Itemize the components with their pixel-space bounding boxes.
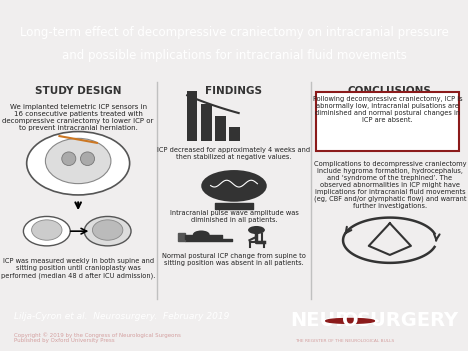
Ellipse shape — [32, 220, 62, 240]
Ellipse shape — [45, 138, 111, 184]
Ellipse shape — [80, 152, 95, 166]
Text: We implanted telemetric ICP sensors in
16 consecutive patients treated with
deco: We implanted telemetric ICP sensors in 1… — [2, 104, 154, 131]
Text: Complications to decompressive craniectomy
include hygroma formation, hydrocepha: Complications to decompressive craniecto… — [314, 161, 466, 210]
Text: Lilja-Cyron et al.  Neurosurgery.  February 2019: Lilja-Cyron et al. Neurosurgery. Februar… — [14, 312, 229, 322]
Text: ICP decreased for approximately 4 weeks and
then stabilized at negative values.: ICP decreased for approximately 4 weeks … — [157, 147, 311, 160]
Text: SURGERY: SURGERY — [357, 311, 459, 330]
Text: CONCLUSIONS: CONCLUSIONS — [348, 86, 432, 96]
Circle shape — [193, 231, 210, 239]
Ellipse shape — [62, 152, 76, 166]
Text: and possible implications for intracranial fluid movements: and possible implications for intracrani… — [62, 49, 406, 62]
Ellipse shape — [93, 220, 123, 240]
Text: Intracranial pulse wave amplitude was
diminished in all patients.: Intracranial pulse wave amplitude was di… — [169, 210, 299, 223]
Ellipse shape — [84, 217, 131, 246]
Circle shape — [248, 226, 265, 234]
FancyBboxPatch shape — [316, 92, 459, 151]
Text: Long-term effect of decompressive craniectomy on intracranial pressure: Long-term effect of decompressive cranie… — [20, 26, 448, 39]
Text: Following decompressive craniectomy, ICP is
abnormally low, intracranial pulsati: Following decompressive craniectomy, ICP… — [313, 97, 462, 124]
Text: THE REGISTER OF THE NEUROLOGICAL BULLS: THE REGISTER OF THE NEUROLOGICAL BULLS — [295, 339, 394, 343]
Text: FINDINGS: FINDINGS — [205, 86, 263, 96]
Circle shape — [201, 170, 267, 202]
Bar — [229, 127, 240, 141]
Bar — [187, 91, 197, 141]
Ellipse shape — [23, 217, 70, 246]
Circle shape — [322, 318, 378, 324]
Bar — [201, 104, 212, 141]
Ellipse shape — [27, 132, 130, 195]
Text: ICP was measured weekly in both supine and
sitting position until cranioplasty w: ICP was measured weekly in both supine a… — [1, 258, 155, 279]
Text: O: O — [342, 311, 358, 330]
Circle shape — [326, 318, 374, 323]
Bar — [215, 116, 226, 141]
Text: STUDY DESIGN: STUDY DESIGN — [35, 86, 121, 96]
Text: Copyright © 2019 by the Congress of Neurological Surgeons
Published by Oxford Un: Copyright © 2019 by the Congress of Neur… — [14, 332, 181, 343]
Polygon shape — [178, 233, 185, 241]
Text: NEUR: NEUR — [290, 311, 351, 330]
Text: Normal postural ICP change from supine to
sitting position was absent in all pat: Normal postural ICP change from supine t… — [162, 253, 306, 266]
